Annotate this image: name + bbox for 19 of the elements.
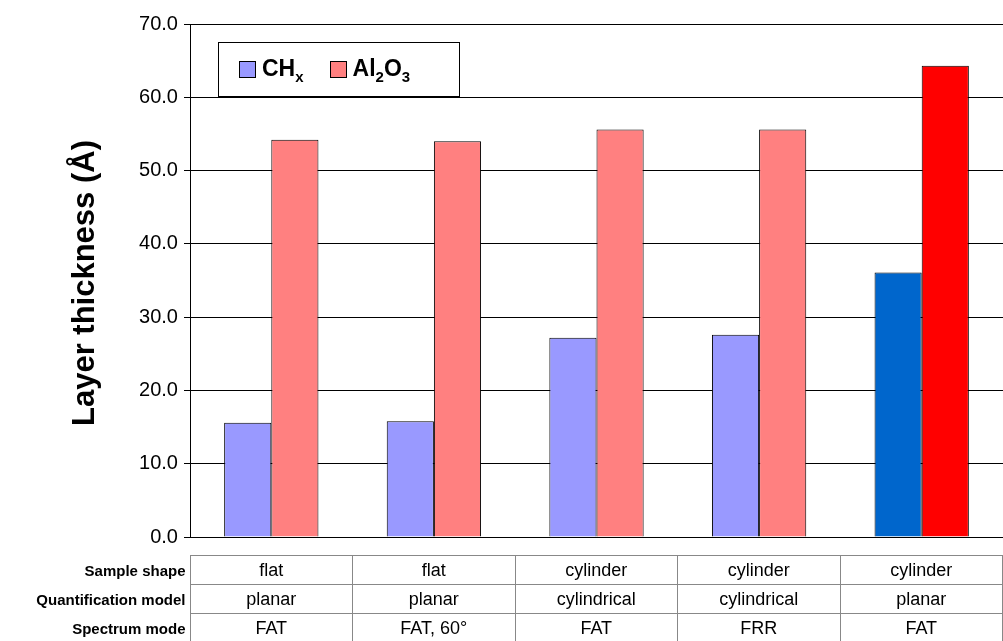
y-tick-label: 50.0 xyxy=(139,158,178,181)
category-label: cylinder planar FAT xyxy=(890,559,953,638)
y-tick-label: 0.0 xyxy=(150,524,178,547)
text: Spectrum mode xyxy=(71,618,187,639)
y-tick-label: 70.0 xyxy=(139,11,178,34)
category-label: flat planar FAT, 60° xyxy=(400,559,468,638)
y-tick-label: 60.0 xyxy=(139,84,178,107)
category-label: cylinder cylindrical FRR xyxy=(719,559,799,638)
category-label: flat planar FAT xyxy=(246,559,297,638)
y-tick-label: 30.0 xyxy=(139,304,178,327)
text: Sample shape xyxy=(83,560,187,581)
category-label: cylinder cylindrical FAT xyxy=(556,559,636,638)
text: Quantification model xyxy=(35,589,187,610)
legend-label: Al$_{2}$O$_{3}$ xyxy=(352,54,411,85)
y-tick-label: 40.0 xyxy=(139,231,178,254)
y-tick-label: 10.0 xyxy=(139,451,178,474)
y-tick-label: 20.0 xyxy=(139,377,178,400)
y-axis-title: Layer thickness (Å) xyxy=(66,140,102,426)
legend-label: CH$_{x}$ xyxy=(262,54,304,85)
